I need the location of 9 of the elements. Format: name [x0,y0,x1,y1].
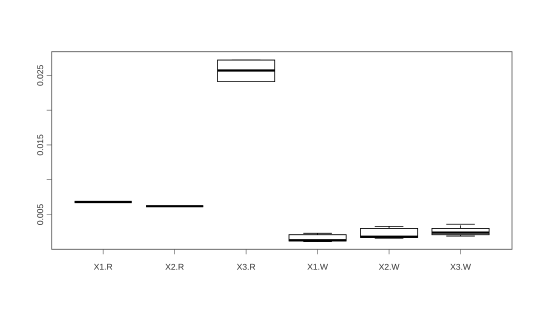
y-tick-label: 0.025 [37,65,44,86]
x-tick-label: X3.W [450,264,471,270]
y-tick-label: 0.015 [37,134,44,156]
x-tick-label: X1.W [307,264,328,270]
x-tick-label: X2.R [165,264,184,270]
y-tick-label: 0.005 [37,204,44,225]
x-tick-label: X3.R [236,264,256,270]
x-tick-label: X1.R [94,264,112,270]
x-tick-label: X2.W [378,264,400,270]
